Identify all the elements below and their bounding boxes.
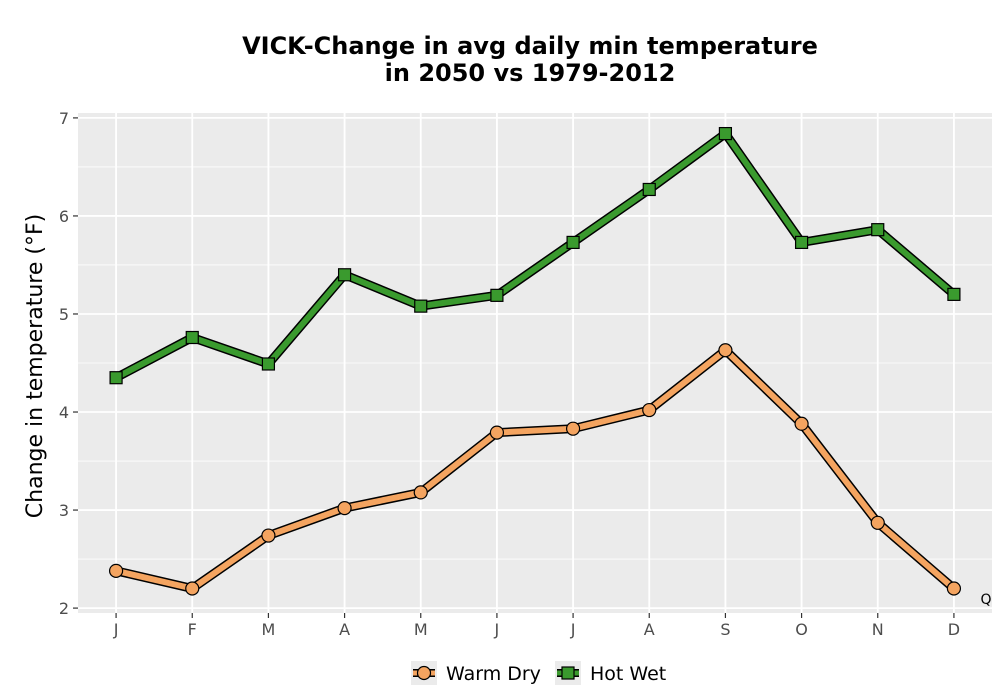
x-tick-label: D [948, 620, 960, 639]
series-warm-dry [108, 343, 962, 596]
major-gridlines [78, 113, 992, 613]
legend-item: Warm Dry [411, 661, 541, 685]
data-point [109, 371, 123, 385]
data-point [261, 528, 276, 543]
x-tick-label: J [494, 620, 500, 639]
y-axis-title: Change in temperature (°F) [23, 214, 48, 518]
corner-mark: Q [980, 592, 991, 608]
data-point [413, 485, 428, 500]
legend-label: Hot Wet [590, 663, 666, 685]
y-tick-label: 2 [59, 599, 69, 618]
data-point [565, 421, 581, 436]
y-tick-label: 4 [59, 403, 69, 422]
legend-item: Hot Wet [555, 661, 666, 685]
y-tick-label: 6 [59, 207, 69, 226]
data-point [185, 581, 200, 596]
data-point [489, 425, 505, 440]
y-tick-label: 5 [59, 305, 69, 324]
data-point [947, 287, 961, 301]
data-point [718, 343, 733, 358]
x-tick-label: J [113, 620, 119, 639]
series-line [113, 347, 957, 592]
series-hot-wet [109, 126, 961, 385]
legend-key-marker [416, 665, 432, 681]
x-tick-label: S [720, 620, 730, 639]
data-point [337, 268, 352, 282]
data-point [642, 402, 657, 418]
chart-title-line1: VICK-Change in avg daily min temperature [242, 32, 818, 60]
data-point [718, 126, 733, 141]
y-tick-label: 7 [59, 109, 69, 128]
x-tick-label: F [188, 620, 197, 639]
x-tick-label: O [795, 620, 808, 639]
data-point [794, 416, 809, 431]
data-point [642, 182, 656, 197]
x-tick-label: A [644, 620, 655, 639]
series-layer [108, 126, 962, 596]
x-tick-label: J [570, 620, 576, 639]
data-point [337, 500, 352, 516]
data-point [870, 515, 885, 530]
data-point [490, 288, 504, 302]
data-point [794, 235, 809, 250]
legend: Warm Dry Hot Wet [411, 661, 666, 685]
x-tick-label: M [414, 620, 428, 639]
x-tick-label: N [872, 620, 884, 639]
y-tick-label: 3 [59, 501, 69, 520]
x-tick-label: A [339, 620, 350, 639]
data-point [871, 223, 885, 237]
data-point [108, 563, 124, 578]
chart-title-line2: in 2050 vs 1979-2012 [385, 59, 676, 87]
legend-label: Warm Dry [446, 663, 541, 685]
data-point [185, 330, 199, 345]
x-tick-label: M [262, 620, 276, 639]
legend-key-marker [561, 666, 575, 680]
data-point [946, 581, 962, 596]
axes: 2 3 4 5 6 7 J F M A M J J A S O N D [59, 109, 960, 639]
series-line [113, 130, 957, 381]
data-point [414, 299, 428, 313]
data-point [566, 235, 580, 250]
data-point [261, 357, 276, 371]
